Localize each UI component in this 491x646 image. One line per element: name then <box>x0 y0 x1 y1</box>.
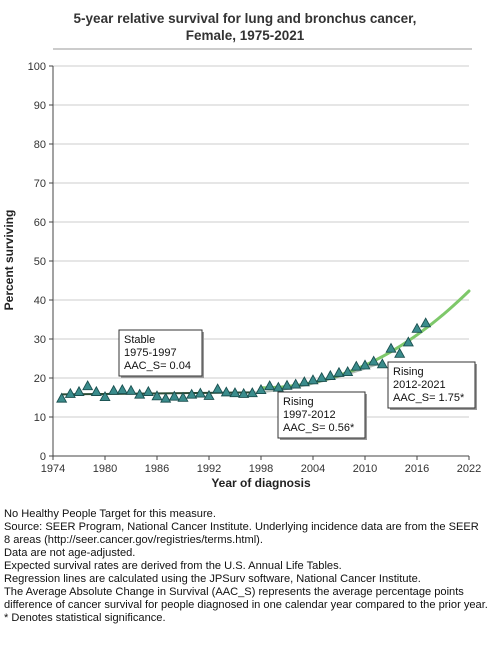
observed-points <box>56 317 432 403</box>
observed-point <box>151 390 163 401</box>
observed-point <box>160 392 172 403</box>
annotation-line: 2012-2021 <box>393 379 446 391</box>
y-tick-label: 0 <box>40 451 46 463</box>
x-tick-label: 1992 <box>197 463 221 475</box>
observed-point <box>394 347 406 358</box>
observed-point <box>324 369 336 380</box>
note-age-adjust: Data are not age-adjusted. <box>4 547 136 559</box>
chart-title-line-2: Female, 1975-2021 <box>186 28 305 43</box>
note-target: No Healthy People Target for this measur… <box>4 508 216 520</box>
note-aac: The Average Absolute Change in Survival … <box>4 586 488 611</box>
observed-point <box>108 384 120 395</box>
axes <box>49 65 470 460</box>
x-tick-labels: 1974 1980 1986 1992 1998 2004 2010 2016 2022 <box>41 463 481 475</box>
observed-point <box>203 389 215 400</box>
y-tick-label: 50 <box>34 256 46 268</box>
y-tick-label: 30 <box>34 334 46 346</box>
observed-point <box>194 387 206 398</box>
y-tick-labels: 0 10 20 30 40 50 60 70 80 90 100 <box>28 61 46 463</box>
observed-point <box>73 385 85 396</box>
observed-point <box>411 322 423 333</box>
y-tick-label: 80 <box>34 139 46 151</box>
x-tick-label: 2016 <box>405 463 429 475</box>
x-tick-label: 2010 <box>353 463 377 475</box>
observed-point <box>116 383 128 394</box>
observed-point <box>402 336 414 347</box>
observed-point <box>316 371 328 382</box>
observed-point <box>90 385 102 396</box>
observed-point <box>420 317 432 328</box>
y-tick-label: 40 <box>34 295 46 307</box>
observed-point <box>56 392 68 403</box>
y-tick-label: 10 <box>34 412 46 424</box>
annotation-line: Rising <box>393 366 424 378</box>
annotation-frame <box>277 391 366 439</box>
observed-point <box>359 359 371 370</box>
y-tick-label: 60 <box>34 217 46 229</box>
observed-point <box>229 387 241 398</box>
note-expected: Expected survival rates are derived from… <box>4 560 342 572</box>
annotation-line: AAC_S= 1.75* <box>393 392 465 404</box>
observed-point <box>307 374 319 385</box>
x-tick-label: 1974 <box>41 463 65 475</box>
annotation-line: AAC_S= 0.56* <box>283 422 355 434</box>
x-tick-label: 1980 <box>93 463 117 475</box>
observed-point <box>246 387 258 398</box>
y-tick-label: 90 <box>34 100 46 112</box>
y-tick-label: 100 <box>28 61 46 73</box>
observed-point <box>290 378 302 389</box>
annotation-frame <box>387 361 476 409</box>
observed-point <box>177 391 189 402</box>
y-tick-label: 20 <box>34 373 46 385</box>
observed-point <box>186 388 198 399</box>
observed-point <box>385 342 397 353</box>
y-tick-label: 70 <box>34 178 46 190</box>
observed-point <box>64 387 76 398</box>
chart: 5-year relative survival for lung and br… <box>2 11 481 490</box>
observed-point <box>212 383 224 394</box>
observed-point <box>238 387 250 398</box>
chart-title-line-1: 5-year relative survival for lung and br… <box>74 11 417 26</box>
x-axis-label: Year of diagnosis <box>211 476 311 490</box>
x-tick-label: 1986 <box>145 463 169 475</box>
observed-point <box>298 376 310 387</box>
observed-point <box>99 390 111 402</box>
x-tick-label: 1998 <box>249 463 273 475</box>
observed-point <box>333 366 345 377</box>
annotation-frame <box>118 329 203 377</box>
observed-point <box>168 390 180 401</box>
observed-point <box>376 358 388 369</box>
observed-point <box>281 379 293 390</box>
observed-point <box>142 385 154 396</box>
annotation-line: Rising <box>283 396 314 408</box>
annotation-line: AAC_S= 0.04 <box>124 360 191 372</box>
observed-point <box>134 388 146 399</box>
note-significance: * Denotes statistical significance. <box>4 612 166 624</box>
x-tick-label: 2004 <box>301 463 325 475</box>
footnotes: No Healthy People Target for this measur… <box>4 508 488 625</box>
observed-point <box>264 380 276 391</box>
observed-point <box>342 366 354 377</box>
y-axis-label: Percent surviving <box>2 210 16 311</box>
observed-point <box>350 360 362 371</box>
note-regression: Regression lines are calculated using th… <box>4 573 421 585</box>
x-tick-label: 2022 <box>457 463 481 475</box>
observed-point <box>220 386 232 397</box>
annotation-line: 1997-2012 <box>283 409 336 421</box>
observed-point <box>368 355 380 366</box>
observed-point <box>125 384 137 395</box>
observed-point <box>82 380 94 391</box>
observed-point <box>272 381 284 392</box>
note-source: Source: SEER Program, National Cancer In… <box>4 521 479 546</box>
observed-point <box>255 383 267 394</box>
annotation-line: 1975-1997 <box>124 347 177 359</box>
annotation-line: Stable <box>124 334 155 346</box>
